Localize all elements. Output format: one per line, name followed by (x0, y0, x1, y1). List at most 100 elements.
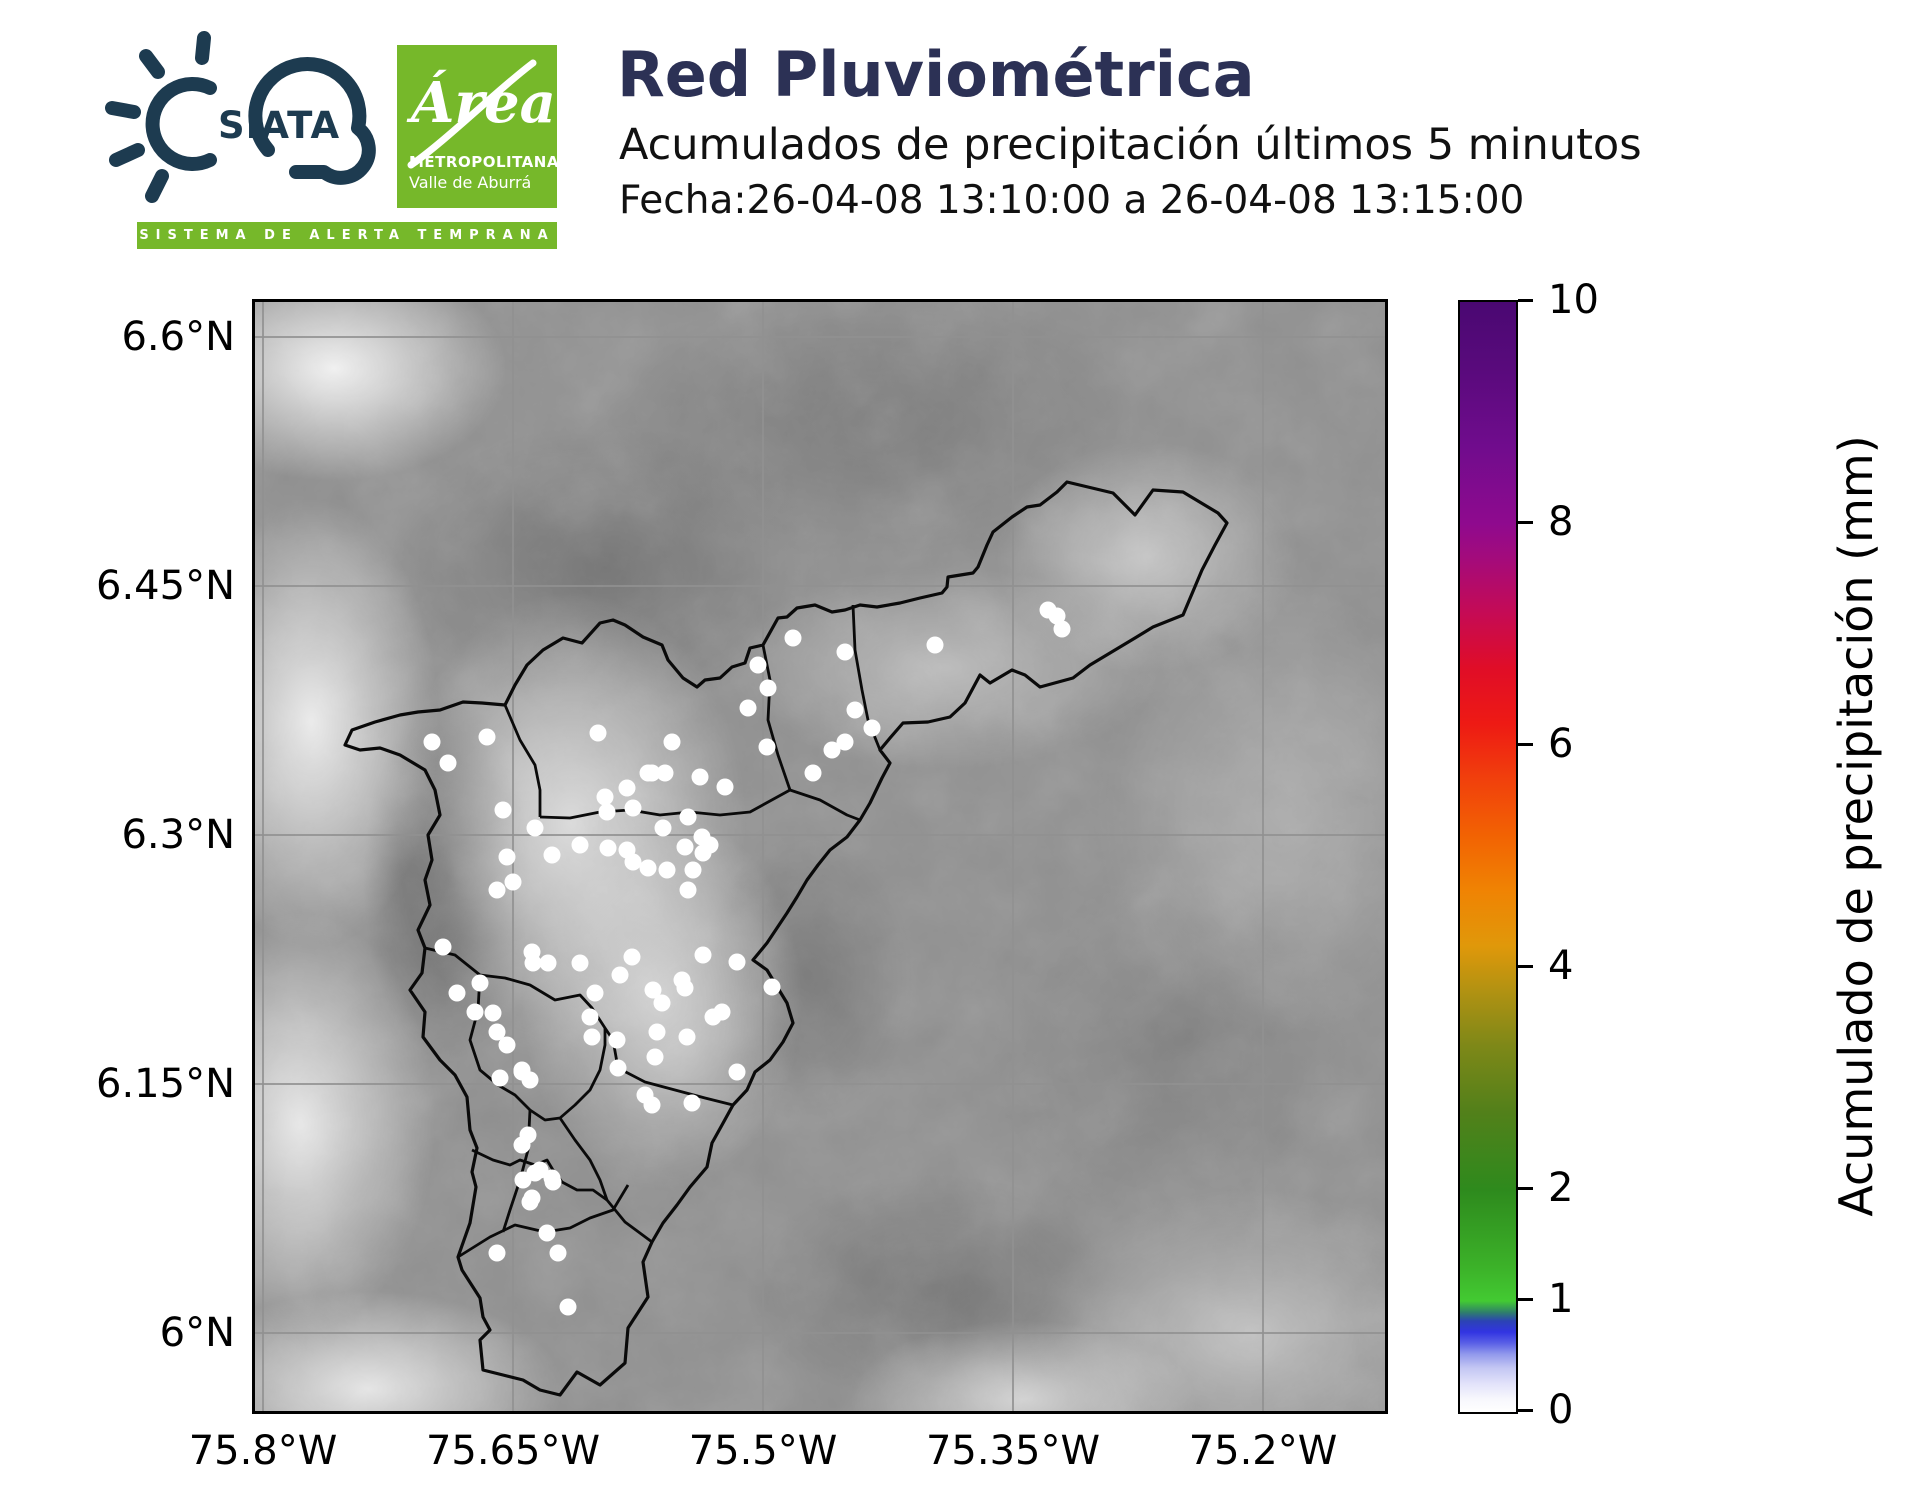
y-tick-label: 6.15°N (96, 1061, 235, 1107)
rain-gauge-station-dot (491, 1069, 509, 1087)
x-tick-label: 75.8°W (188, 1428, 338, 1474)
siata-cloud-arc (248, 57, 376, 185)
rain-gauge-station-dot (643, 764, 661, 782)
rain-gauge-station-dot (526, 819, 544, 837)
gridline-vertical (1012, 302, 1014, 1411)
gridline-horizontal (255, 1083, 1385, 1085)
rain-gauge-station-dot (586, 984, 604, 1002)
municipality-boundary-line (457, 1184, 630, 1259)
gridline-vertical (262, 302, 264, 1411)
rain-gauge-station-dot (623, 948, 641, 966)
rain-gauge-station-dot (676, 838, 694, 856)
metro-area-outer-boundary (343, 480, 1229, 1397)
rain-gauge-station-dot (676, 979, 694, 997)
rain-gauge-station-dot (609, 1059, 627, 1077)
rain-gauge-station-dot (608, 1031, 626, 1049)
rain-gauge-station-dot (513, 1136, 531, 1154)
rain-gauge-station-dot (484, 1004, 502, 1022)
rain-gauge-station-dot (471, 974, 489, 992)
colorbar-tick-mark (1518, 964, 1533, 968)
rain-gauge-station-dot (624, 799, 642, 817)
rain-gauge-station-dot (549, 1244, 567, 1262)
rain-gauge-station-dot (836, 733, 854, 751)
colorbar (1458, 300, 1518, 1414)
rain-gauge-station-dot (653, 994, 671, 1012)
rain-gauge-station-dot (679, 808, 697, 826)
rain-gauge-station-dot (514, 1171, 532, 1189)
rain-gauge-station-dot (599, 839, 617, 857)
rain-gauge-station-dot (498, 848, 516, 866)
rain-gauge-station-dot (749, 656, 767, 674)
rain-gauge-station-dot (836, 643, 854, 661)
rain-gauge-station-dot (926, 636, 944, 654)
municipality-boundary-line (503, 704, 542, 817)
siata-logo: SIATA (105, 31, 376, 203)
rain-gauge-station-dot (654, 819, 672, 837)
rain-gauge-station-dot (784, 629, 802, 647)
rain-gauge-station-dot (618, 779, 636, 797)
rain-gauge-station-dot (683, 1094, 701, 1112)
gridline-horizontal (255, 834, 1385, 836)
rain-gauge-station-dot (648, 1023, 666, 1041)
rain-gauge-station-dot (1053, 620, 1071, 638)
rain-gauge-station-dot (644, 981, 662, 999)
rain-gauge-station-dot (513, 1063, 531, 1081)
amva-valle-text: Valle de Aburrá (409, 173, 532, 192)
siata-sun-arc (145, 77, 217, 171)
rain-gauge-station-dot (466, 1003, 484, 1021)
rain-gauge-station-dot (478, 728, 496, 746)
rain-gauge-station-dot (679, 881, 697, 899)
rain-gauge-station-dot (583, 1028, 601, 1046)
gridline-vertical (762, 302, 764, 1411)
rain-gauge-station-dot (434, 938, 452, 956)
rain-gauge-station-dot (524, 954, 542, 972)
rain-gauge-station-dot (739, 699, 757, 717)
municipality-boundary-line (539, 788, 861, 822)
rain-gauge-station-dot (559, 1298, 577, 1316)
rain-gauge-station-dot (611, 966, 629, 984)
rain-gauge-station-dot (728, 1063, 746, 1081)
rain-gauge-station-dot (693, 828, 711, 846)
rain-gauge-station-dot (691, 768, 709, 786)
municipality-boundary-line (471, 1148, 608, 1202)
rain-gauge-station-dot (598, 803, 616, 821)
colorbar-tick-label: 0 (1548, 1387, 1574, 1433)
colorbar-tick-label: 8 (1548, 499, 1574, 545)
x-tick-label: 75.5°W (688, 1428, 838, 1474)
colorbar-tick-mark (1518, 520, 1533, 524)
amva-metropolitana-text: METROPOLITANA (409, 153, 559, 171)
municipality-boundary-line (424, 946, 620, 1069)
municipality-boundaries (343, 480, 1229, 1397)
municipality-boundary-line (761, 644, 792, 791)
rain-gauge-station-dot (494, 801, 512, 819)
rain-gauge-station-dot (448, 984, 466, 1002)
rain-gauge-station-dot (658, 861, 676, 879)
municipality-boundary-line (558, 1117, 653, 1244)
rain-gauge-station-dot (823, 741, 841, 759)
rain-gauge-station-dot (538, 1224, 556, 1242)
rain-gauge-station-dot (523, 1189, 541, 1207)
rain-gauge-station-dot (646, 1048, 664, 1066)
rain-gauge-station-dot (639, 859, 657, 877)
rain-gauge-station-dot (684, 861, 702, 879)
amva-logo: Área METROPOLITANA Valle de Aburrá (397, 45, 559, 208)
amva-script-swash-icon (407, 59, 537, 169)
rain-gauge-station-dot (581, 1008, 599, 1026)
municipality-boundary-line (617, 1066, 734, 1107)
rain-gauge-station-dot (488, 1023, 506, 1041)
rain-gauge-station-dot (804, 764, 822, 782)
y-tick-label: 6°N (159, 1310, 235, 1356)
rain-gauge-station-dot (488, 1244, 506, 1262)
rain-gauge-station-dot (624, 853, 642, 871)
rain-gauge-station-dot (498, 1036, 516, 1054)
rain-gauge-station-dot (678, 1028, 696, 1046)
rain-gauge-station-dot (543, 1169, 561, 1187)
rain-gauge-station-dot (694, 946, 712, 964)
rain-gauge-station-dot (571, 836, 589, 854)
colorbar-axis-label: Acumulado de precipitación (mm) (1829, 435, 1883, 1217)
rain-gauge-station-dot (488, 881, 506, 899)
page-subtitle: Acumulados de precipitación últimos 5 mi… (619, 120, 1642, 170)
rain-gauge-station-dot (663, 733, 681, 751)
colorbar-tick-mark (1518, 1408, 1533, 1412)
